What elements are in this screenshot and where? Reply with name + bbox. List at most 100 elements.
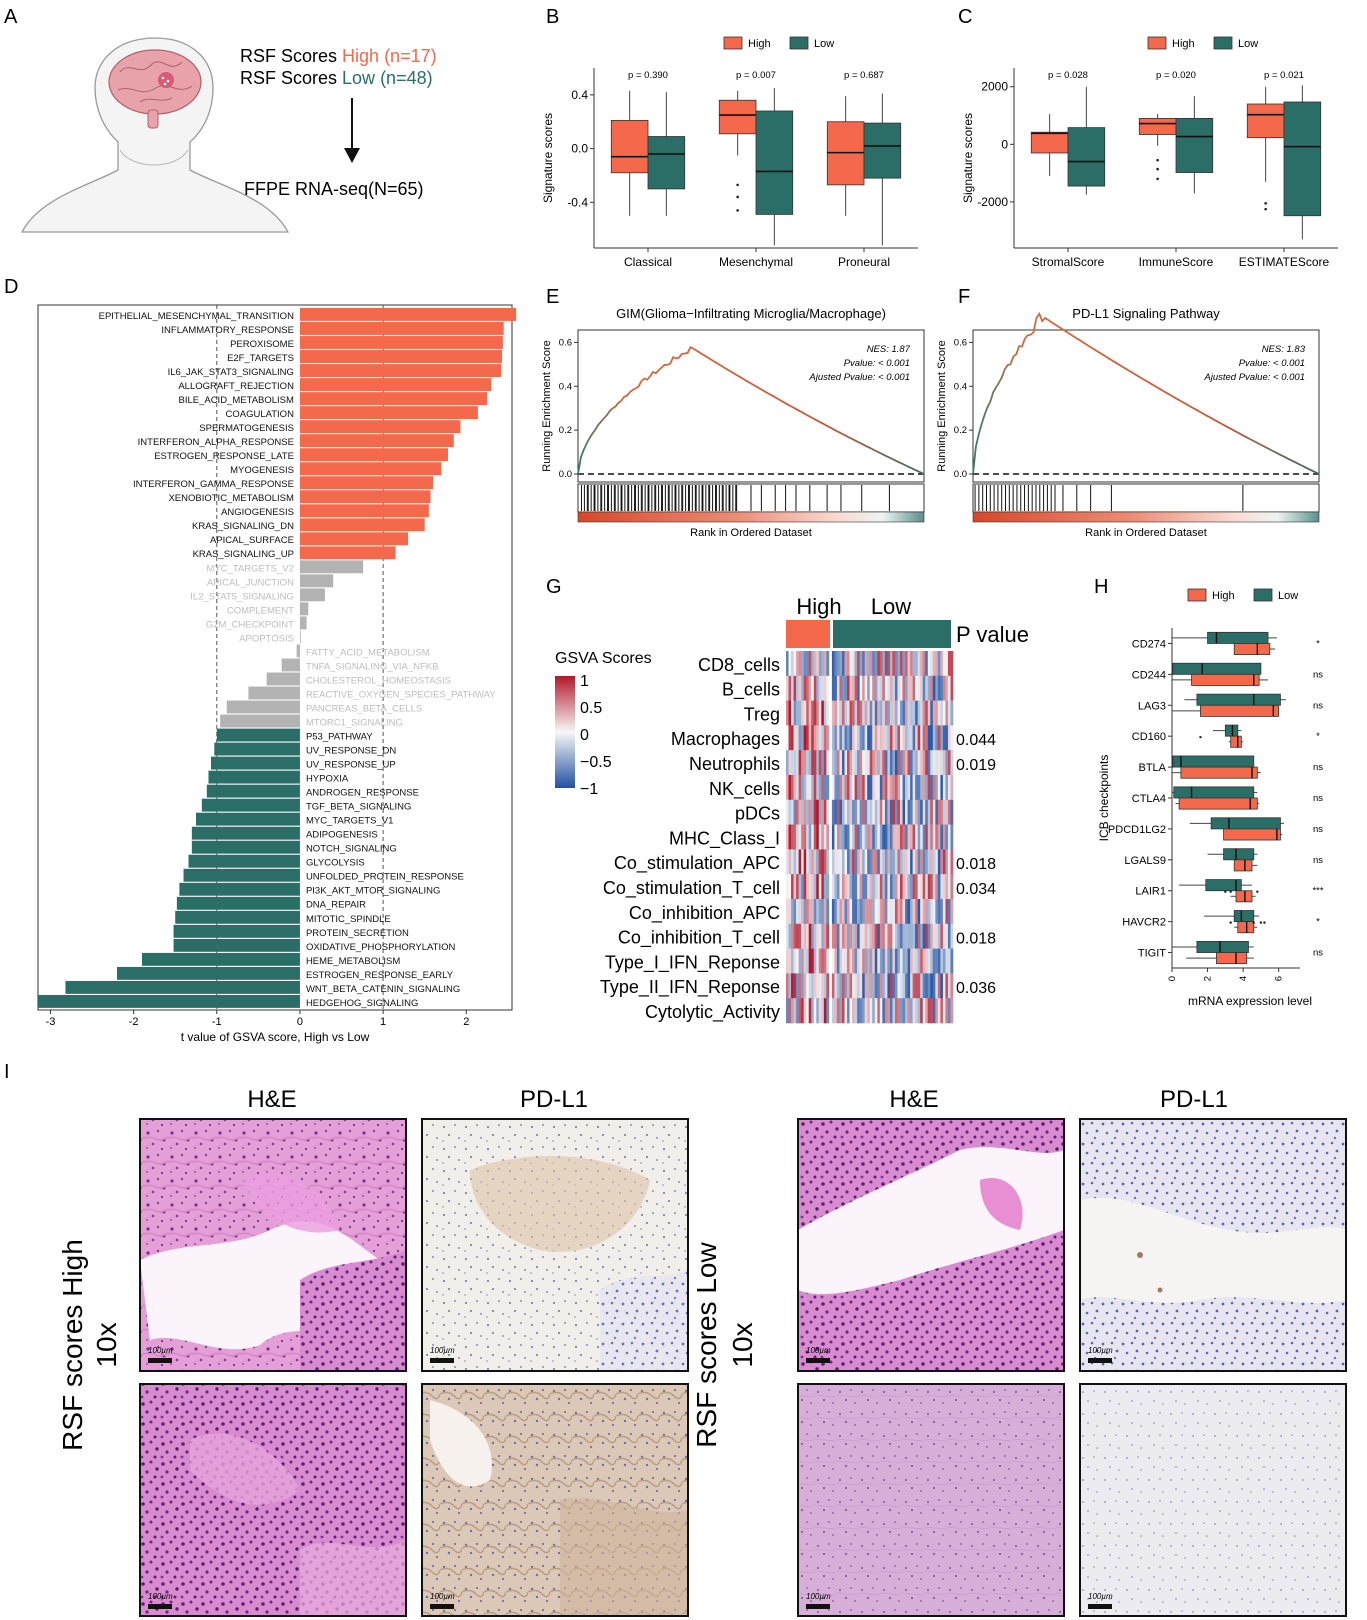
- heatmap-cell: [940, 948, 944, 974]
- heatmap-cell: [788, 973, 792, 999]
- heatmap-cell: [793, 725, 797, 751]
- heatmap-cell: [915, 824, 918, 850]
- heatmap-cell: [844, 948, 848, 974]
- panel-letter-b: B: [546, 6, 559, 28]
- panel-a: RSF Scores High (n=17) RSF Scores Low (n…: [20, 37, 437, 233]
- bar-label: IL2_STAT5_SIGNALING: [190, 591, 294, 602]
- legend-tick-label: 1: [580, 673, 589, 690]
- heatmap-cell: [882, 750, 886, 776]
- heatmap-cell: [811, 824, 815, 850]
- significance-label: *: [1316, 731, 1320, 742]
- bar-apoptosis: [299, 630, 301, 644]
- heatmap-cell: [811, 973, 815, 999]
- micrograph-high-pdl1-1: [422, 1119, 688, 1371]
- heatmap-cell: [882, 700, 886, 726]
- heatmap-cell: [854, 725, 858, 751]
- heatmap-cell: [826, 973, 830, 999]
- panel-letter-e: E: [546, 286, 559, 308]
- heatmap-cell: [877, 775, 881, 801]
- heatmap-cell: [796, 973, 799, 999]
- bar-label: PANCREAS_BETA_CELLS: [306, 703, 422, 714]
- heatmap-cell: [806, 998, 809, 1024]
- heatmap-cell: [915, 725, 918, 751]
- heatmap-cell: [859, 799, 863, 825]
- y-tick-label: 0: [1001, 137, 1008, 151]
- bar-myc_targets_v2: [299, 560, 364, 574]
- heatmap-cell: [793, 998, 797, 1024]
- heatmap-cell: [869, 750, 873, 776]
- legend-tick-label: 0.5: [580, 700, 602, 717]
- heatmap-cell: [897, 923, 901, 949]
- bar-label: UV_RESPONSE_UP: [306, 760, 396, 771]
- heatmap-cell: [808, 899, 812, 925]
- heatmap-cell: [821, 973, 825, 999]
- heatmap-cell: [811, 948, 815, 974]
- heatmap-cell: [793, 775, 797, 801]
- heatmap-cell: [935, 923, 939, 949]
- heatmap-cell: [857, 675, 860, 701]
- heatmap-cell: [925, 651, 929, 677]
- bar-label: TNFA_SIGNALING_VIA_NFKB: [306, 661, 439, 672]
- heatmap-cell: [905, 725, 908, 751]
- heatmap-cell: [940, 849, 944, 875]
- heatmap-cell: [935, 775, 939, 801]
- heatmap-cell: [831, 948, 835, 974]
- heatmap-cell: [859, 750, 863, 776]
- heatmap-cell: [925, 923, 929, 949]
- heatmap-cell: [917, 799, 921, 825]
- heatmap-cell: [912, 700, 916, 726]
- heatmap-cell: [869, 725, 873, 751]
- heatmap-cell: [841, 750, 845, 776]
- heatmap-cell: [882, 923, 886, 949]
- y-tick-label: -2000: [977, 195, 1008, 209]
- heatmap-cell: [894, 824, 898, 850]
- bar-label: KRAS_SIGNALING_UP: [193, 549, 294, 560]
- heatmap-cell: [808, 775, 812, 801]
- heatmap-cell: [905, 799, 908, 825]
- heatmap-cell: [935, 799, 939, 825]
- heatmap-cell: [900, 799, 903, 825]
- heatmap-row-label: Treg: [744, 704, 780, 724]
- scale-bar: [806, 1604, 830, 1609]
- heatmap-cell: [932, 973, 936, 999]
- col-label-pdl1-left: PD-L1: [520, 1086, 588, 1113]
- bar-label: XENOBIOTIC_METABOLISM: [168, 493, 294, 504]
- heatmap-cell: [834, 824, 838, 850]
- heatmap-cell: [935, 824, 939, 850]
- bar-label: MITOTIC_SPINDLE: [306, 914, 391, 925]
- heatmap-cell: [894, 725, 898, 751]
- heatmap-cell: [823, 750, 827, 776]
- heatmap-cell: [897, 675, 901, 701]
- heatmap-cell: [910, 725, 913, 751]
- bar-g2m_checkpoint: [299, 616, 307, 630]
- heatmap-cell: [836, 824, 840, 850]
- heatmap-row-pvalue: 0.036: [956, 980, 996, 997]
- heatmap-cell: [917, 700, 921, 726]
- heatmap-cell: [836, 899, 840, 925]
- bar-label: HEDGEHOG_SIGNALING: [306, 998, 418, 1009]
- heatmap-cell: [854, 874, 858, 900]
- significance-label: ns: [1313, 793, 1323, 804]
- heatmap-cell: [836, 998, 840, 1024]
- heatmap-cell: [902, 725, 906, 751]
- heatmap-cell: [862, 675, 865, 701]
- heatmap-cell: [879, 651, 883, 677]
- heatmap-cell: [872, 700, 876, 726]
- heatmap-cell: [844, 998, 848, 1024]
- significance-label: *: [1316, 638, 1320, 649]
- heatmap-cell: [882, 651, 886, 677]
- heatmap-cell: [864, 973, 868, 999]
- heatmap-cell: [849, 923, 853, 949]
- heatmap-cell: [879, 775, 883, 801]
- heatmap-cell: [925, 725, 929, 751]
- bar-mtorc1_signaling: [220, 714, 300, 728]
- heatmap-cell: [902, 700, 906, 726]
- bar-il2_stat5_signaling: [299, 588, 325, 602]
- bar-label: PROTEIN_SECRETION: [306, 928, 409, 939]
- heatmap-cell: [907, 899, 911, 925]
- legend-swatch-low: [1213, 36, 1233, 50]
- heatmap-cell: [816, 973, 820, 999]
- heatmap-cell: [940, 874, 944, 900]
- heatmap-cell: [803, 651, 807, 677]
- bar-label: BILE_ACID_METABOLISM: [178, 395, 294, 406]
